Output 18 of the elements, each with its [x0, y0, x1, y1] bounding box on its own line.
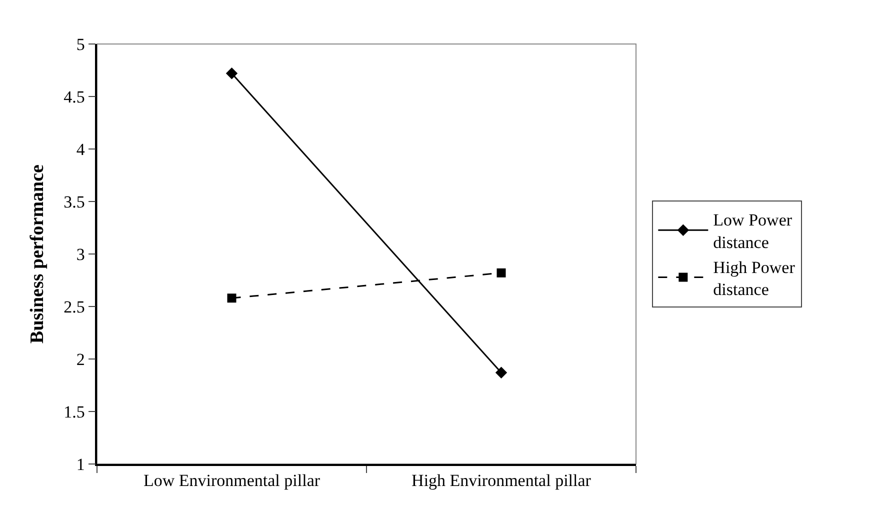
point [226, 68, 238, 80]
y-tick-label: 5 [76, 34, 85, 54]
y-tick-label: 1 [76, 454, 85, 474]
x-tick-label: High Environmental pillar [412, 471, 592, 490]
legend-label: High Power distance [713, 258, 796, 299]
y-tick-label: 2 [76, 350, 85, 369]
y-tick-label: 3.5 [64, 192, 85, 212]
y-axis-title: Business performance [26, 164, 48, 344]
legend-label: Low Power distance [713, 210, 792, 252]
y-tick-label: 1.5 [64, 402, 85, 422]
y-tick-label: 3 [76, 244, 85, 264]
y-tick-label: 2.5 [64, 297, 85, 316]
y-tick-label: 4 [76, 140, 86, 159]
point [227, 294, 236, 303]
point [495, 366, 508, 378]
y-tick-label: 4.5 [64, 87, 85, 106]
point [496, 268, 506, 278]
x-tick-label: Low Environmental pillar [143, 471, 320, 490]
